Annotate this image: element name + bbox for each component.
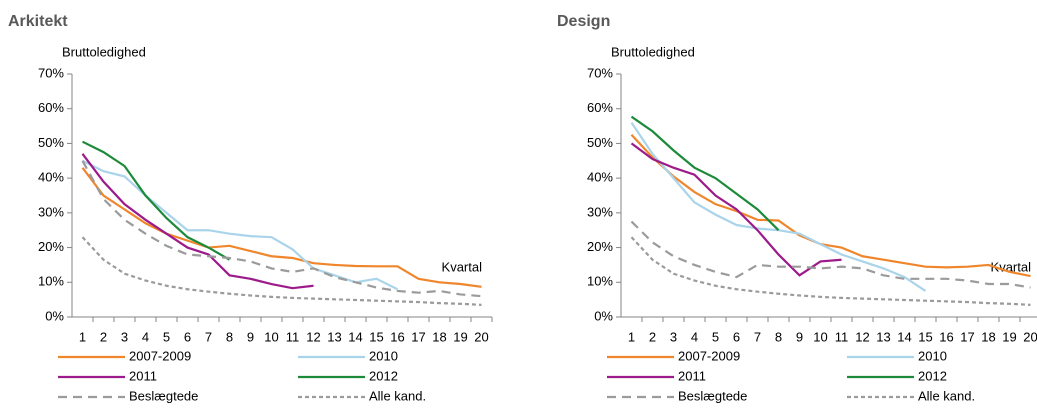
series-line [630,115,780,231]
x-tick-label: 18 [981,329,995,344]
x-tick-label: 19 [453,329,467,344]
legend-label: Alle kand. [918,388,975,403]
legend-label: 2011 [129,368,157,383]
legend-label: 2007-2009 [129,348,191,363]
y-tick-label: 0% [594,308,613,323]
x-tick-label: 8 [226,329,233,344]
x-tick-label: 1 [79,329,86,344]
legend-label: Beslægtede [129,388,198,403]
x-tick-label: 14 [348,329,362,344]
x-tick-label: 19 [1002,329,1016,344]
x-tick-label: 13 [876,329,890,344]
x-tick-label: 15 [369,329,383,344]
y-tick-label: 20% [587,239,613,254]
y-tick-label: 30% [38,204,64,219]
series-line [630,220,1031,289]
legend-label: 2011 [678,368,706,383]
series-line [82,140,231,261]
y-tick-label: 10% [38,274,64,289]
x-tick-label: 1 [628,329,635,344]
y-tick-label: 50% [38,135,64,150]
legend-label: 2012 [918,368,947,383]
x-tick-label: 6 [733,329,740,344]
x-tick-label: 2 [100,329,107,344]
x-tick-label: 20 [1023,329,1037,344]
x-tick-label: 5 [163,329,170,344]
y-tick-label: 70% [38,65,64,80]
x-tick-label: 11 [835,329,849,344]
y-axis-title: Bruttoledighed [62,44,146,59]
x-tick-label: 6 [184,329,191,344]
y-tick-label: 40% [587,170,613,185]
x-tick-label: 8 [775,329,782,344]
y-tick-label: 60% [587,100,613,115]
series-line [81,160,482,298]
x-tick-label: 2 [649,329,656,344]
y-tick-label: 20% [38,239,64,254]
x-tick-label: 12 [306,329,320,344]
y-tick-label: 60% [38,100,64,115]
x-tick-label: 15 [918,329,932,344]
x-tick-label: 14 [897,329,911,344]
legend-label: Beslægtede [678,388,747,403]
legend-label: 2007-2009 [678,348,740,363]
y-tick-label: 10% [587,274,613,289]
x-tick-label: 10 [264,329,278,344]
series-line [630,142,842,277]
x-tick-label: 20 [474,329,488,344]
x-tick-label: 11 [286,329,300,344]
x-tick-label: 16 [939,329,953,344]
x-tick-label: 4 [691,329,698,344]
chart-title: Arkitekt [8,13,68,30]
x-tick-label: 18 [432,329,446,344]
y-tick-label: 40% [38,170,64,185]
y-tick-label: 70% [587,65,613,80]
x-tick-label: 16 [390,329,404,344]
x-tick-label: 7 [754,329,761,344]
legend-label: 2012 [369,368,398,383]
x-tick-label: 13 [327,329,341,344]
series-line [82,159,398,291]
x-axis-title: Kvartal [991,259,1032,274]
legend-label: 2010 [369,348,398,363]
series-line [630,236,1031,306]
x-tick-label: 12 [855,329,869,344]
series-line [630,134,1031,278]
chart-title: Design [557,13,610,30]
legend-label: 2010 [918,348,947,363]
y-tick-label: 30% [587,204,613,219]
x-tick-label: 3 [670,329,677,344]
series-line [81,167,482,288]
x-tick-label: 9 [247,329,254,344]
x-tick-label: 17 [411,329,425,344]
x-axis-title: Kvartal [442,259,483,274]
x-tick-label: 7 [205,329,212,344]
legend-label: Alle kand. [369,388,426,403]
x-tick-label: 3 [121,329,128,344]
y-axis-title: Bruttoledighed [611,44,695,59]
x-tick-label: 17 [960,329,974,344]
y-tick-label: 0% [45,308,64,323]
x-tick-label: 9 [796,329,803,344]
x-tick-label: 10 [813,329,827,344]
x-tick-label: 5 [712,329,719,344]
series-line [81,153,314,290]
y-tick-label: 50% [587,135,613,150]
x-tick-label: 4 [142,329,149,344]
